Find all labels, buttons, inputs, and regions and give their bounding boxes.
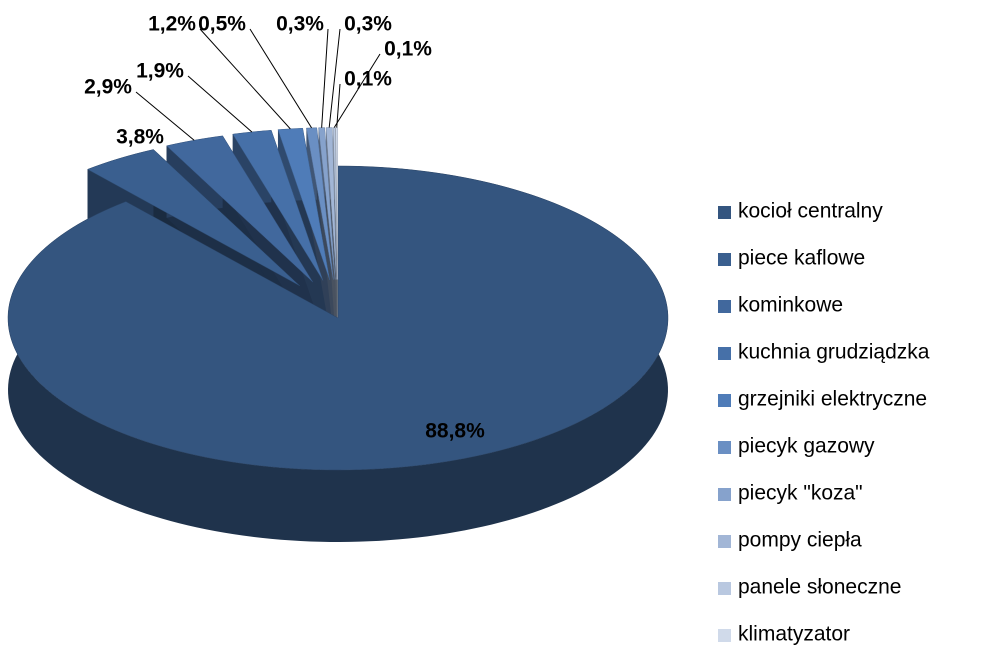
legend-label: klimatyzator <box>738 623 850 646</box>
value-label: 0,3% <box>344 13 392 36</box>
legend-swatch <box>718 347 731 360</box>
slice <box>7 165 669 471</box>
slice <box>87 149 300 286</box>
value-label: 1,2% <box>148 13 196 36</box>
leader-line <box>336 83 341 128</box>
legend-label: panele słoneczne <box>738 576 901 599</box>
slice <box>166 135 314 283</box>
legend-label: pompy ciepła <box>738 529 862 552</box>
legend-label: kuchnia grudziądzka <box>738 341 930 364</box>
legend-swatch <box>718 300 731 313</box>
legend-swatch <box>718 253 731 266</box>
value-label: 3,8% <box>116 126 164 149</box>
legend-swatch <box>718 394 731 407</box>
leader-line <box>321 28 329 128</box>
leader-line <box>199 28 291 130</box>
legend-label: piece kaflowe <box>738 247 865 270</box>
legend-swatch <box>718 535 731 548</box>
legend-label: kominkowe <box>738 294 843 317</box>
slice <box>277 128 330 280</box>
leader-line <box>333 53 381 128</box>
value-label: 1,9% <box>136 60 184 83</box>
value-label: 0,1% <box>384 38 432 61</box>
value-label: 88,8% <box>425 420 485 443</box>
legend-label: piecyk "koza" <box>738 482 863 505</box>
leader-line <box>187 75 253 133</box>
legend-swatch <box>718 206 731 219</box>
legend-label: piecyk gazowy <box>738 435 875 458</box>
legend-swatch <box>718 441 731 454</box>
leader-line <box>328 28 341 128</box>
value-label: 0,5% <box>198 13 246 36</box>
value-label: 2,9% <box>84 76 132 99</box>
legend-label: grzejniki elektryczne <box>738 388 927 411</box>
legend-swatch <box>718 582 731 595</box>
legend-label: kocioł centralny <box>738 200 883 223</box>
legend-swatch <box>718 488 731 501</box>
legend-swatch <box>718 629 731 642</box>
value-label: 0,1% <box>344 68 392 91</box>
pie-tops <box>7 127 669 471</box>
leader-line <box>249 28 313 129</box>
leader-line <box>135 91 195 141</box>
value-label: 0,3% <box>276 13 324 36</box>
